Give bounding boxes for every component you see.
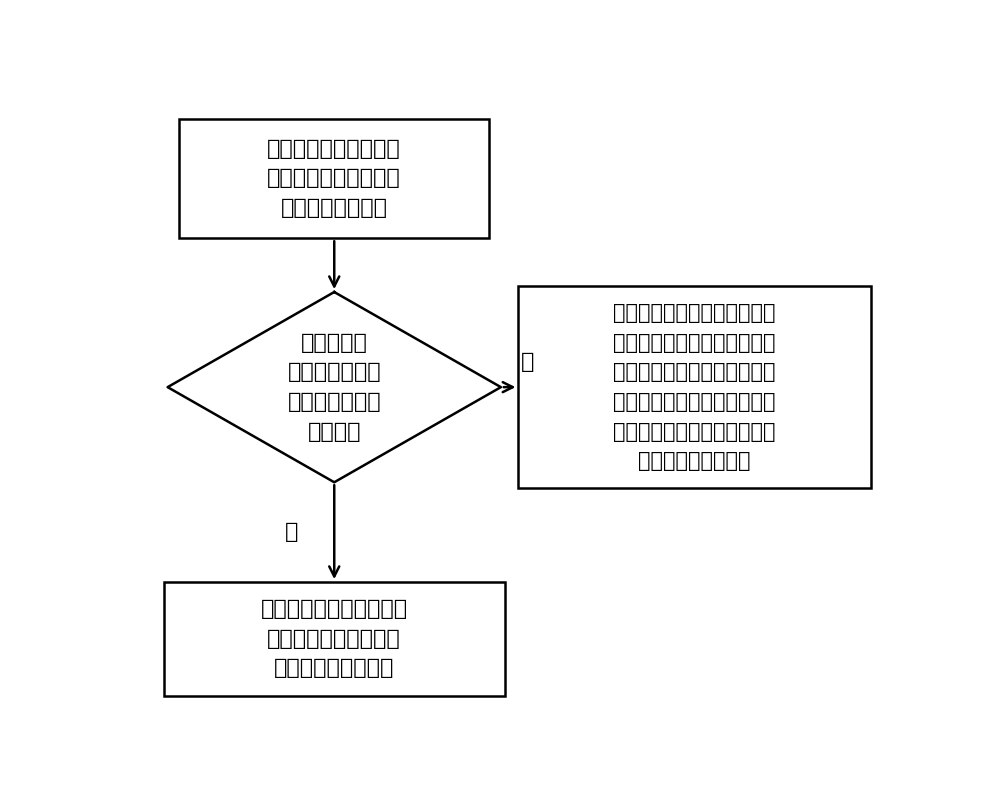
Polygon shape — [168, 292, 501, 482]
Text: 否: 否 — [521, 351, 535, 371]
Text: 监测点的当
前瓦斯浓度是否
大于或等于预设
浓度阈值: 监测点的当 前瓦斯浓度是否 大于或等于预设 浓度阈值 — [287, 332, 381, 442]
Bar — [179, 119, 489, 238]
Bar — [164, 582, 505, 696]
Bar — [518, 286, 871, 489]
Text: 是: 是 — [285, 522, 298, 542]
Text: 将各个监测点采集的当
前瓦斯浓度分别与预设
浓度阈值进行比较: 将各个监测点采集的当 前瓦斯浓度分别与预设 浓度阈值进行比较 — [267, 139, 401, 218]
Text: 获取监测点的位置信息，
并根据监测点的位置信
息发送第一报警信号: 获取监测点的位置信息， 并根据监测点的位置信 息发送第一报警信号 — [261, 599, 408, 678]
Text: 计算监测点的当前瓦斯浓度与
预设浓度阈值的浓度差值，基
于预设映射表，根据浓度差值
确定对应的预设采样频率，并
将监测点对应的当前采样频率
更新为预设采样频率: 计算监测点的当前瓦斯浓度与 预设浓度阈值的浓度差值，基 于预设映射表，根据浓度差… — [613, 303, 776, 471]
